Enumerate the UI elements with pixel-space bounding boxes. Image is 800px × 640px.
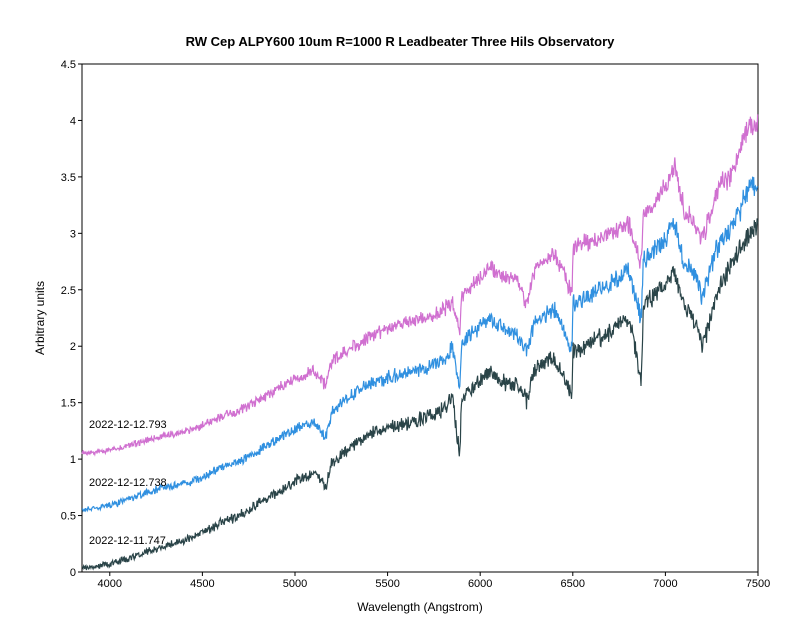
annotation-2022-12-12-738: 2022-12-12.738 xyxy=(89,477,167,489)
series-annotations: 2022-12-12.793 2022-12-12.738 2022-12-11… xyxy=(89,419,167,547)
y-tick-label: 0.5 xyxy=(61,511,76,523)
y-tick-label: 4 xyxy=(70,115,76,127)
x-tick-label: 4000 xyxy=(98,578,122,590)
y-tick-label: 4.5 xyxy=(61,59,76,71)
series-line-2022-12-12-738 xyxy=(82,176,759,513)
y-tick-label: 0 xyxy=(70,567,76,579)
y-tick-label: 3 xyxy=(70,228,76,240)
plot-area xyxy=(81,63,759,573)
y-tick-label: 2 xyxy=(70,341,76,353)
x-tick-label: 5000 xyxy=(283,578,307,590)
annotation-2022-12-12-793: 2022-12-12.793 xyxy=(89,419,167,431)
x-tick-label: 7500 xyxy=(746,578,770,590)
series-line-2022-12-11-747 xyxy=(81,218,759,571)
x-axis-ticks: 4000 4500 5000 5500 6000 6500 7000 7500 xyxy=(98,572,770,590)
x-tick-label: 5500 xyxy=(375,578,399,590)
series-layer xyxy=(81,114,759,571)
x-tick-label: 4500 xyxy=(190,578,214,590)
y-tick-label: 3.5 xyxy=(61,172,76,184)
series-line-2022-12-12-793 xyxy=(81,114,759,457)
y-tick-label: 1 xyxy=(70,454,76,466)
x-tick-label: 6000 xyxy=(468,578,492,590)
y-axis-ticks: 0 0.5 1 1.5 2 2.5 3 3.5 4 4.5 xyxy=(61,59,82,579)
y-axis-label: Arbitrary units xyxy=(33,281,47,355)
x-axis-label: Wavelength (Angstrom) xyxy=(357,600,483,614)
y-tick-label: 2.5 xyxy=(61,285,76,297)
chart-title: RW Cep ALPY600 10um R=1000 R Leadbeater … xyxy=(186,34,616,49)
x-tick-label: 6500 xyxy=(561,578,585,590)
annotation-2022-12-11-747: 2022-12-11.747 xyxy=(89,535,166,547)
x-tick-label: 7000 xyxy=(653,578,677,590)
y-tick-label: 1.5 xyxy=(61,398,76,410)
